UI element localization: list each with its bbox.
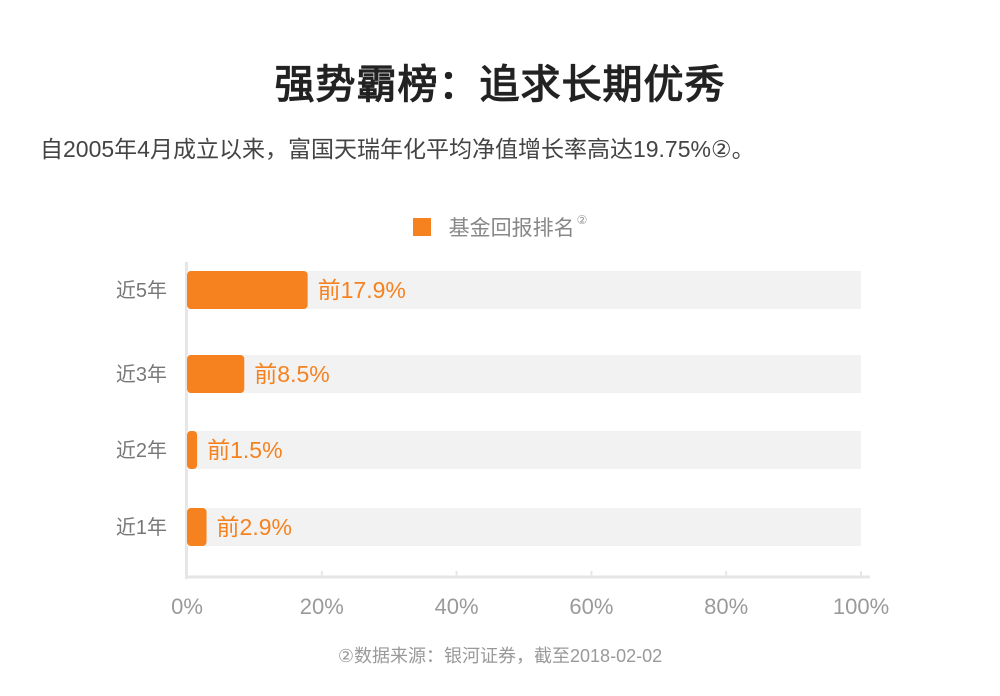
data-label: 前8.5% — [254, 361, 329, 387]
category-label: 近3年 — [116, 363, 167, 386]
x-tick-label: 40% — [435, 594, 479, 619]
bar-track — [187, 508, 861, 546]
bar — [187, 431, 198, 469]
bar-chart: 近5年 前17.9% 近3年 前8.5% 近2年 前1.5% 近1年 前2.9% 0% 20% 40… — [116, 262, 889, 619]
legend-swatch — [412, 218, 431, 236]
legend: 基金回报排名 ② — [0, 212, 1000, 242]
data-label: 前2.9% — [217, 514, 292, 540]
x-tick-label: 20% — [300, 594, 344, 619]
x-tick-label: 60% — [569, 594, 613, 619]
x-tick-label: 100% — [833, 594, 889, 619]
footnote: ②数据来源：银河证券，截至2018-02-02 — [337, 646, 663, 666]
data-label: 前17.9% — [318, 277, 406, 303]
chart-subtitle: 自2005年4月成立以来，富国天瑞年化平均净值增长率高达19.75%②。 — [40, 136, 755, 162]
x-tick-label: 0% — [171, 594, 203, 619]
bar-track — [187, 355, 861, 393]
category-label: 近5年 — [116, 279, 167, 302]
legend-note: ② — [576, 213, 588, 227]
x-tick-label: 80% — [704, 594, 748, 619]
bar — [187, 355, 245, 393]
bar — [187, 508, 207, 546]
category-label: 近1年 — [116, 516, 167, 539]
chart-title: 强势霸榜：追求长期优秀 — [274, 63, 726, 107]
legend-label: 基金回报排名 — [448, 217, 575, 240]
bar — [187, 271, 308, 309]
category-label: 近2年 — [116, 439, 167, 462]
data-label: 前1.5% — [207, 437, 282, 463]
bar-track — [187, 431, 861, 469]
